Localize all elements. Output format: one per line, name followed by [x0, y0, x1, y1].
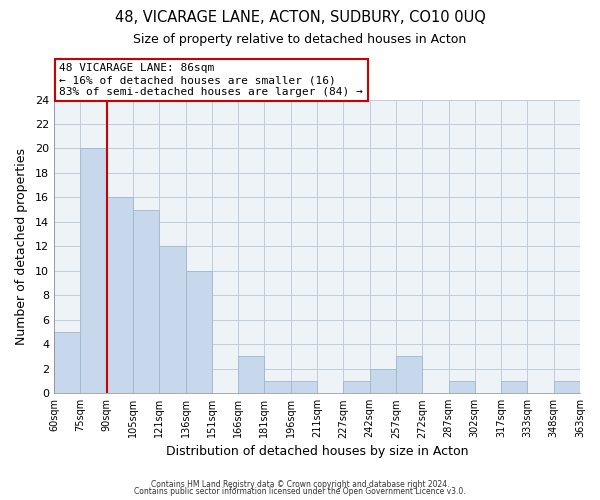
Bar: [291, 381, 317, 393]
Y-axis label: Number of detached properties: Number of detached properties: [15, 148, 28, 345]
Bar: [80, 148, 107, 393]
Text: 48, VICARAGE LANE, ACTON, SUDBURY, CO10 0UQ: 48, VICARAGE LANE, ACTON, SUDBURY, CO10 …: [115, 10, 485, 25]
Text: Contains HM Land Registry data © Crown copyright and database right 2024.: Contains HM Land Registry data © Crown c…: [151, 480, 449, 489]
Bar: [54, 332, 80, 393]
Bar: [449, 381, 475, 393]
Bar: [501, 381, 527, 393]
Bar: [133, 210, 159, 393]
X-axis label: Distribution of detached houses by size in Acton: Distribution of detached houses by size …: [166, 444, 468, 458]
Bar: [554, 381, 580, 393]
Bar: [396, 356, 422, 393]
Text: Contains public sector information licensed under the Open Government Licence v3: Contains public sector information licen…: [134, 488, 466, 496]
Bar: [107, 198, 133, 393]
Bar: [159, 246, 185, 393]
Bar: [238, 356, 265, 393]
Bar: [265, 381, 291, 393]
Bar: [343, 381, 370, 393]
Text: 48 VICARAGE LANE: 86sqm
← 16% of detached houses are smaller (16)
83% of semi-de: 48 VICARAGE LANE: 86sqm ← 16% of detache…: [59, 64, 363, 96]
Text: Size of property relative to detached houses in Acton: Size of property relative to detached ho…: [133, 32, 467, 46]
Bar: [370, 368, 396, 393]
Bar: [185, 271, 212, 393]
